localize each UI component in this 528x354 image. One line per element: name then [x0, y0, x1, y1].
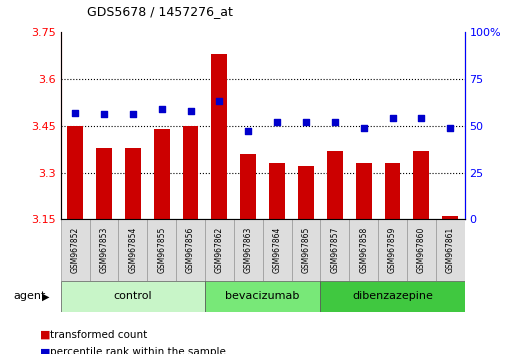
Bar: [356, 163, 372, 219]
Text: transformed count: transformed count: [50, 330, 147, 339]
Bar: [269, 163, 285, 219]
Bar: [442, 216, 458, 219]
Text: GSM967852: GSM967852: [71, 227, 80, 273]
Bar: [118, 219, 147, 281]
Point: [100, 112, 108, 117]
Text: percentile rank within the sample: percentile rank within the sample: [50, 347, 226, 354]
Text: GSM967863: GSM967863: [244, 227, 253, 273]
Bar: [125, 148, 141, 219]
Bar: [61, 281, 205, 312]
Text: GSM967865: GSM967865: [301, 227, 310, 273]
Point: [417, 115, 426, 121]
Bar: [61, 219, 90, 281]
Text: GSM967857: GSM967857: [331, 227, 340, 273]
Text: ■: ■: [40, 347, 50, 354]
Text: GSM967855: GSM967855: [157, 227, 166, 273]
Point: [186, 108, 195, 114]
Bar: [378, 219, 407, 281]
Bar: [234, 219, 263, 281]
Bar: [90, 219, 118, 281]
Point: [215, 98, 224, 104]
Point: [301, 119, 310, 125]
Bar: [154, 129, 169, 219]
Text: GSM967858: GSM967858: [359, 227, 368, 273]
Text: ■: ■: [40, 330, 50, 339]
Text: GSM967860: GSM967860: [417, 227, 426, 273]
Bar: [436, 219, 465, 281]
Bar: [407, 219, 436, 281]
Text: GSM967856: GSM967856: [186, 227, 195, 273]
Bar: [413, 151, 429, 219]
Text: ▶: ▶: [42, 291, 50, 301]
Bar: [262, 219, 291, 281]
Point: [388, 115, 397, 121]
Text: GSM967861: GSM967861: [446, 227, 455, 273]
Text: GSM967862: GSM967862: [215, 227, 224, 273]
Bar: [320, 281, 465, 312]
Text: GSM967854: GSM967854: [128, 227, 137, 273]
Point: [129, 112, 137, 117]
Point: [244, 129, 252, 134]
Bar: [327, 151, 343, 219]
Point: [273, 119, 281, 125]
Bar: [212, 54, 228, 219]
Bar: [349, 219, 378, 281]
Point: [446, 125, 455, 130]
Bar: [183, 126, 199, 219]
Text: control: control: [114, 291, 152, 302]
Bar: [240, 154, 256, 219]
Bar: [147, 219, 176, 281]
Bar: [96, 148, 112, 219]
Bar: [67, 126, 83, 219]
Bar: [291, 219, 320, 281]
Point: [360, 125, 368, 130]
Bar: [176, 219, 205, 281]
Text: bevacizumab: bevacizumab: [225, 291, 300, 302]
Point: [157, 106, 166, 112]
Text: GSM967859: GSM967859: [388, 227, 397, 273]
Text: GSM967853: GSM967853: [99, 227, 108, 273]
Point: [71, 110, 79, 115]
Point: [331, 119, 339, 125]
Bar: [205, 219, 234, 281]
Bar: [320, 219, 349, 281]
Text: agent: agent: [13, 291, 45, 301]
Text: GSM967864: GSM967864: [272, 227, 281, 273]
Bar: [205, 281, 320, 312]
Text: GDS5678 / 1457276_at: GDS5678 / 1457276_at: [87, 5, 233, 18]
Text: dibenzazepine: dibenzazepine: [352, 291, 433, 302]
Bar: [298, 166, 314, 219]
Bar: [384, 163, 400, 219]
